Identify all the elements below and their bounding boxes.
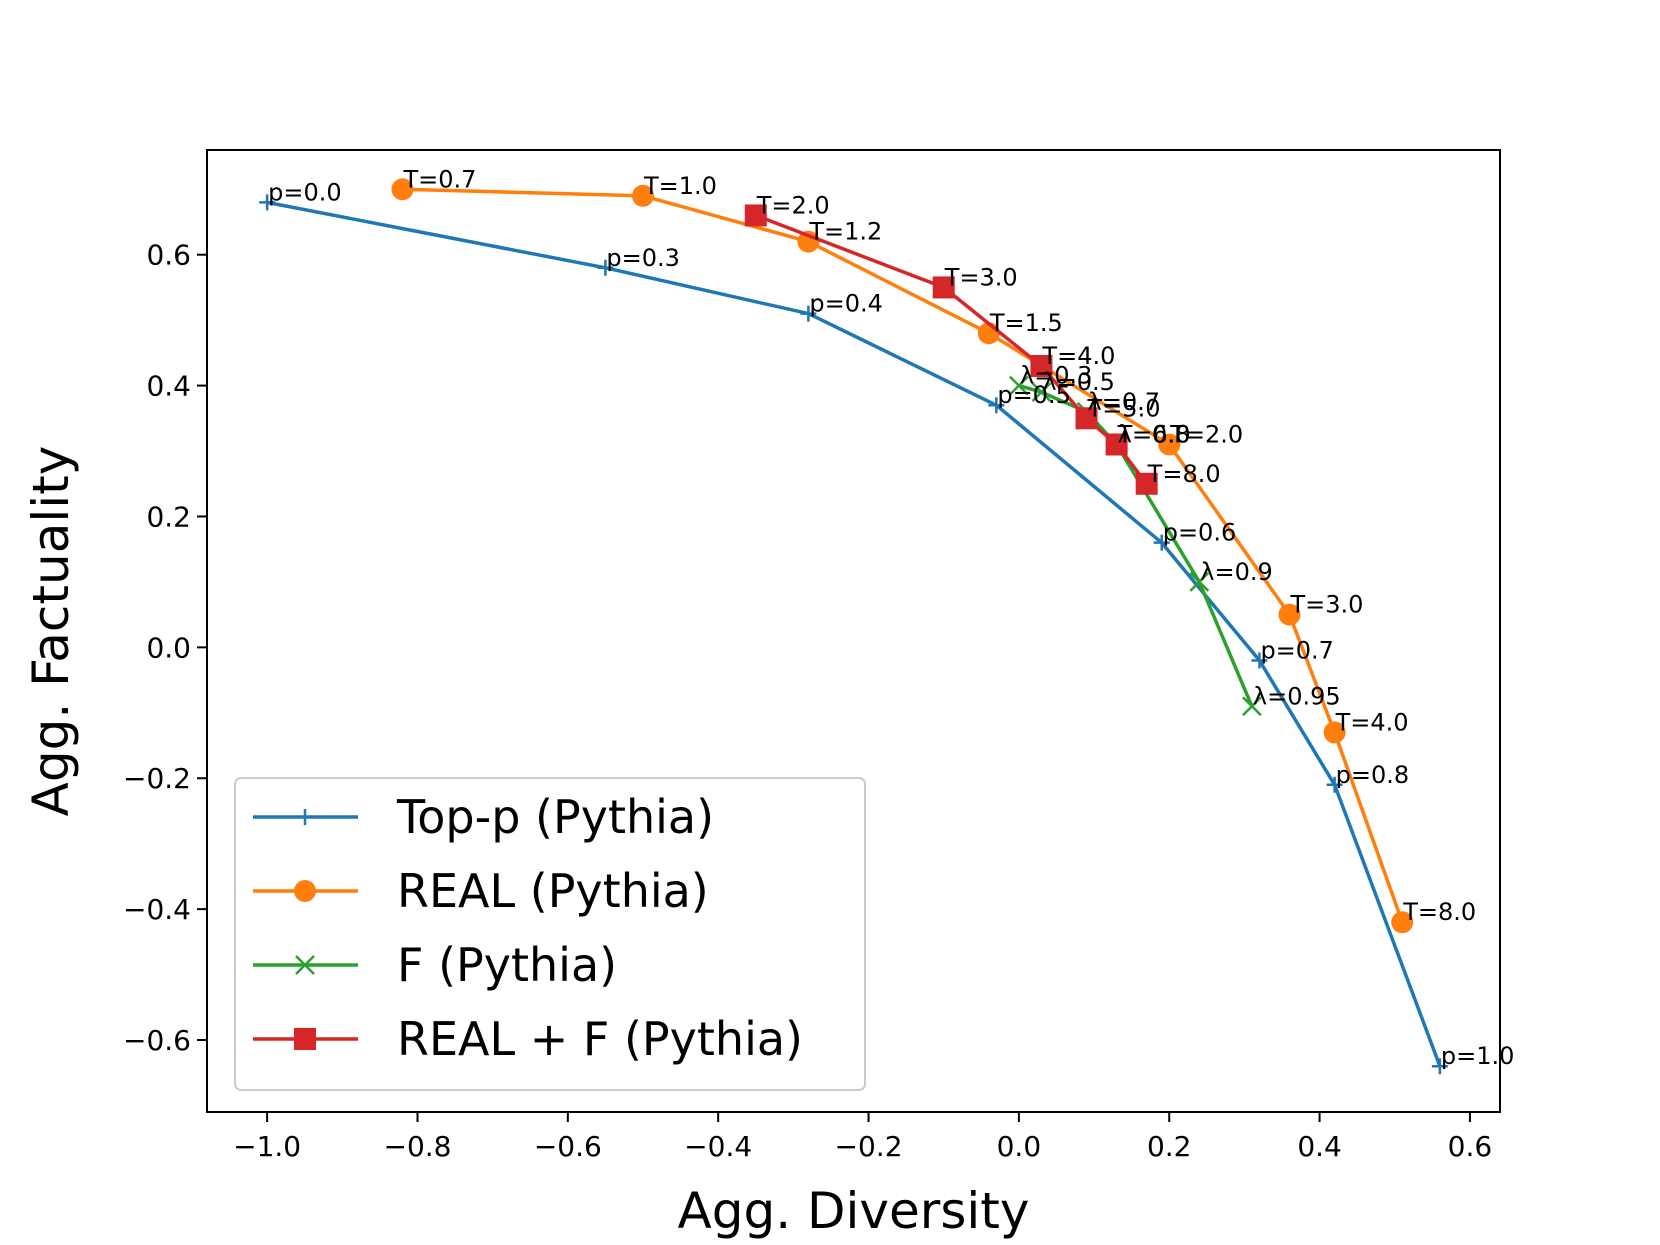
data-point <box>1323 721 1346 744</box>
legend-item-real-pythia: REAL (Pythia) <box>253 864 709 918</box>
legend-label: Top-p (Pythia) <box>396 790 714 844</box>
point-label: p=0.7 <box>1260 636 1334 664</box>
point-label: T=5.0 <box>1087 394 1161 422</box>
point-label: T=0.7 <box>402 165 476 193</box>
series-real-f-pythia <box>744 204 1158 495</box>
legend-label: REAL + F (Pythia) <box>397 1012 803 1066</box>
data-point <box>932 276 955 299</box>
point-labels: p=0.0 p=0.3 p=0.4 p=0.5 p=0.6 p=0.7 p=0.8 p=1.0… <box>268 165 1514 1070</box>
legend-label: F (Pythia) <box>397 938 617 992</box>
point-label: T=8.0 <box>1402 898 1476 926</box>
y-tick-label: 0.4 <box>146 370 191 403</box>
point-label: T=2.0 <box>756 191 830 219</box>
x-axis: −1.0 −0.8 −0.6 −0.4 −0.2 0.0 0.2 0.4 0.6 <box>233 1112 1492 1163</box>
point-label: p=0.3 <box>606 244 680 272</box>
data-point <box>988 397 1005 414</box>
point-label: p=0.4 <box>809 290 883 318</box>
point-label: T=1.5 <box>989 309 1063 337</box>
point-label: T=1.2 <box>808 218 882 246</box>
legend-label: REAL (Pythia) <box>397 864 709 918</box>
point-label: p=0.5 <box>997 381 1071 409</box>
data-point <box>632 184 655 207</box>
data-point <box>1431 1058 1448 1075</box>
point-label: T=3.0 <box>944 263 1018 291</box>
legend-marker <box>294 1028 316 1050</box>
point-label: T=3.0 <box>1290 591 1364 619</box>
legend-marker <box>295 955 315 975</box>
x-tick-label: −0.4 <box>684 1130 752 1163</box>
legend-marker <box>294 880 316 902</box>
y-tick-label: 0.6 <box>146 239 191 272</box>
point-label: T=4.0 <box>1335 708 1409 736</box>
y-tick-label: −0.2 <box>123 762 191 795</box>
data-point <box>1105 433 1128 456</box>
x-tick-label: 0.2 <box>1147 1130 1192 1163</box>
x-tick-label: −0.8 <box>383 1130 451 1163</box>
x-tick-label: −0.6 <box>534 1130 602 1163</box>
data-point <box>1030 354 1053 377</box>
legend-item-f-pythia: F (Pythia) <box>253 938 617 992</box>
x-tick-label: 0.4 <box>1297 1130 1342 1163</box>
point-label: λ=0.8 <box>1118 420 1190 448</box>
data-point <box>1391 911 1414 934</box>
y-tick-label: −0.6 <box>123 1024 191 1057</box>
data-point <box>1189 572 1210 592</box>
plot-frame <box>206 149 1501 1113</box>
x-axis-title: Agg. Diversity <box>678 1182 1030 1240</box>
data-point <box>1278 603 1301 626</box>
x-tick-label: 0.6 <box>1448 1130 1493 1163</box>
legend-marker <box>297 809 313 825</box>
plot-series <box>259 178 1448 1075</box>
series-line <box>1018 383 1254 707</box>
data-point <box>800 305 817 322</box>
point-label: λ=0.5 <box>1042 368 1114 396</box>
legend-item-top-p-pythia: Top-p (Pythia) <box>253 790 714 844</box>
legend-item-real-f-pythia: REAL + F (Pythia) <box>253 1012 803 1066</box>
data-point <box>1008 375 1029 396</box>
data-point <box>1158 433 1181 456</box>
data-point <box>744 204 767 227</box>
point-label: p=0.6 <box>1163 519 1237 547</box>
y-tick-label: 0.0 <box>146 631 191 664</box>
series-top-p-pythia <box>259 194 1448 1075</box>
point-label: T=8.0 <box>1147 460 1221 488</box>
data-point <box>259 194 276 211</box>
data-point <box>1075 407 1098 430</box>
y-tick-label: −0.4 <box>123 893 191 926</box>
point-label: p=1.0 <box>1441 1042 1515 1070</box>
point-label: λ=0.3 <box>1020 362 1092 390</box>
x-tick-label: 0.0 <box>997 1130 1042 1163</box>
data-point <box>597 259 614 276</box>
legend-box <box>234 777 866 1091</box>
point-label: p=0.0 <box>268 178 342 206</box>
x-tick-label: −1.0 <box>233 1130 301 1163</box>
point-label: λ=0.9 <box>1200 558 1272 586</box>
data-point <box>1153 534 1170 551</box>
data-point <box>1031 382 1052 403</box>
point-label: λ=0.7 <box>1088 388 1160 416</box>
point-label: T=4.0 <box>1041 342 1115 370</box>
series-line <box>266 200 1442 1067</box>
legend: Top-p (Pythia) REAL (Pythia) F (Pythia) REA… <box>234 777 866 1091</box>
point-label: T=6.0 <box>1117 420 1191 448</box>
point-label: T=1.0 <box>643 172 717 200</box>
y-axis: −0.6 −0.4 −0.2 0.0 0.2 0.4 0.6 <box>123 239 207 1057</box>
y-axis-title: Agg. Factuality <box>22 446 80 817</box>
series-real-pythia <box>391 178 1414 934</box>
data-point <box>1135 472 1158 495</box>
series-line <box>402 187 1404 923</box>
point-label: p=0.8 <box>1336 761 1410 789</box>
data-point <box>1242 696 1262 717</box>
data-point <box>1326 776 1343 793</box>
point-label: λ=0.95 <box>1253 682 1341 710</box>
data-point <box>1251 652 1268 669</box>
data-point <box>391 178 414 201</box>
y-tick-label: 0.2 <box>146 500 191 533</box>
x-tick-label: −0.2 <box>835 1130 903 1163</box>
point-label: T=2.0 <box>1169 420 1243 448</box>
